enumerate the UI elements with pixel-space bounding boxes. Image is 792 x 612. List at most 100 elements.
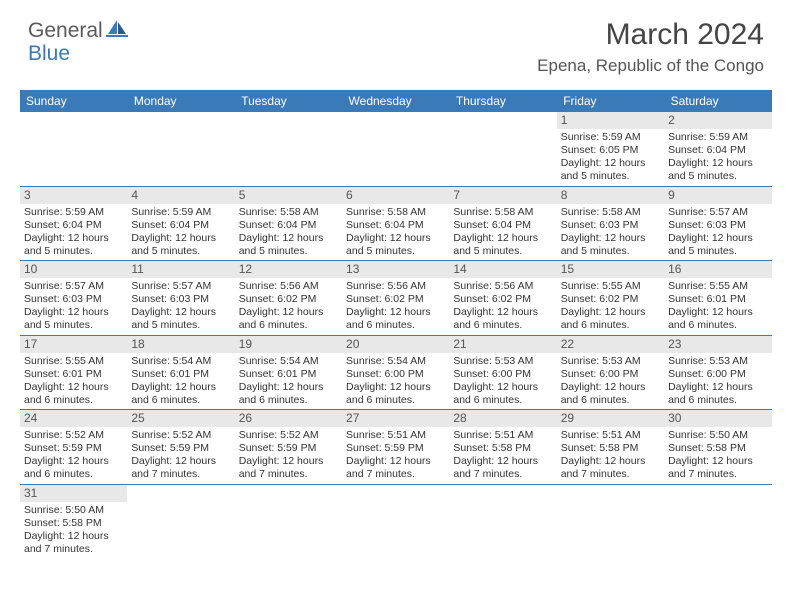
day-details: Sunrise: 5:57 AMSunset: 6:03 PMDaylight:…: [664, 206, 771, 261]
sunset-text: Sunset: 5:59 PM: [131, 442, 230, 455]
daylight-text: Daylight: 12 hours and 6 minutes.: [24, 381, 123, 407]
sunset-text: Sunset: 6:01 PM: [131, 368, 230, 381]
calendar-day-cell: 9 Sunrise: 5:57 AMSunset: 6:03 PMDaylight…: [664, 186, 771, 261]
calendar-day-cell: 5Sunrise: 5:58 AMSunset: 6:04 PMDaylight…: [235, 186, 342, 261]
daylight-text: Daylight: 12 hours and 6 minutes.: [24, 455, 123, 481]
weekday-header: Wednesday: [342, 90, 449, 112]
sunset-text: Sunset: 6:04 PM: [668, 144, 767, 157]
sunset-text: Sunset: 6:04 PM: [239, 219, 338, 232]
sunrise-text: Sunrise: 5:56 AM: [346, 280, 445, 293]
daylight-text: Daylight: 12 hours and 5 minutes.: [131, 232, 230, 258]
day-number: 30: [664, 410, 771, 427]
calendar-day-cell: 10Sunrise: 5:57 AMSunset: 6:03 PMDayligh…: [20, 261, 127, 336]
day-details: Sunrise: 5:58 AMSunset: 6:04 PMDaylight:…: [235, 206, 342, 261]
calendar-day-cell: [664, 484, 771, 558]
calendar-day-cell: 26Sunrise: 5:52 AMSunset: 5:59 PMDayligh…: [235, 410, 342, 485]
day-number: 20: [342, 336, 449, 353]
calendar-day-cell: [235, 484, 342, 558]
calendar-week-row: 24Sunrise: 5:52 AMSunset: 5:59 PMDayligh…: [20, 410, 772, 485]
day-details: Sunrise: 5:54 AMSunset: 6:01 PMDaylight:…: [235, 355, 342, 410]
daylight-text: Daylight: 12 hours and 5 minutes.: [131, 306, 230, 332]
calendar-day-cell: 2Sunrise: 5:59 AMSunset: 6:04 PMDaylight…: [664, 112, 771, 186]
daylight-text: Daylight: 12 hours and 5 minutes.: [453, 232, 552, 258]
sunset-text: Sunset: 6:00 PM: [561, 368, 660, 381]
calendar-day-cell: [342, 112, 449, 186]
sunrise-text: Sunrise: 5:59 AM: [561, 131, 660, 144]
sunset-text: Sunset: 6:05 PM: [561, 144, 660, 157]
day-number: 22: [557, 336, 664, 353]
day-number: 17: [20, 336, 127, 353]
day-number: 16: [664, 261, 771, 278]
calendar-day-cell: 30Sunrise: 5:50 AMSunset: 5:58 PMDayligh…: [664, 410, 771, 485]
day-details: Sunrise: 5:58 AMSunset: 6:03 PMDaylight:…: [557, 206, 664, 261]
day-number: 15: [557, 261, 664, 278]
sunset-text: Sunset: 6:02 PM: [453, 293, 552, 306]
calendar-day-cell: [449, 484, 556, 558]
daylight-text: Daylight: 12 hours and 6 minutes.: [239, 381, 338, 407]
sunset-text: Sunset: 5:58 PM: [453, 442, 552, 455]
calendar-week-row: 10Sunrise: 5:57 AMSunset: 6:03 PMDayligh…: [20, 261, 772, 336]
day-details: Sunrise: 5:51 AMSunset: 5:58 PMDaylight:…: [449, 429, 556, 484]
day-number: 27: [342, 410, 449, 427]
calendar-day-cell: 11Sunrise: 5:57 AMSunset: 6:03 PMDayligh…: [127, 261, 234, 336]
sunset-text: Sunset: 6:01 PM: [24, 368, 123, 381]
day-number: 4: [127, 187, 234, 204]
daylight-text: Daylight: 12 hours and 7 minutes.: [668, 455, 767, 481]
day-number: 12: [235, 261, 342, 278]
sunrise-text: Sunrise: 5:51 AM: [346, 429, 445, 442]
calendar-week-row: 17Sunrise: 5:55 AMSunset: 6:01 PMDayligh…: [20, 335, 772, 410]
daylight-text: Daylight: 12 hours and 7 minutes.: [131, 455, 230, 481]
sunset-text: Sunset: 6:03 PM: [561, 219, 660, 232]
daylight-text: Daylight: 12 hours and 6 minutes.: [453, 306, 552, 332]
day-details: Sunrise: 5:53 AMSunset: 6:00 PMDaylight:…: [449, 355, 556, 410]
day-details: Sunrise: 5:58 AMSunset: 6:04 PMDaylight:…: [449, 206, 556, 261]
weekday-header: Friday: [557, 90, 664, 112]
calendar-day-cell: 31 Sunrise: 5:50 AMSunset: 5:58 PMDayligh…: [20, 484, 127, 558]
sunrise-text: Sunrise: 5:53 AM: [453, 355, 552, 368]
calendar-day-cell: 19Sunrise: 5:54 AMSunset: 6:01 PMDayligh…: [235, 335, 342, 410]
day-number: 31: [20, 485, 127, 502]
sunrise-text: Sunrise: 5:54 AM: [346, 355, 445, 368]
sunrise-text: Sunrise: 5:54 AM: [131, 355, 230, 368]
sunset-text: Sunset: 6:01 PM: [239, 368, 338, 381]
sunrise-text: Sunrise: 5:58 AM: [346, 206, 445, 219]
sunset-text: Sunset: 6:01 PM: [668, 293, 767, 306]
sunrise-text: Sunrise: 5:51 AM: [561, 429, 660, 442]
daylight-text: Daylight: 12 hours and 7 minutes.: [24, 530, 123, 556]
daylight-text: Daylight: 12 hours and 6 minutes.: [561, 381, 660, 407]
calendar-day-cell: 29Sunrise: 5:51 AMSunset: 5:58 PMDayligh…: [557, 410, 664, 485]
brand-logo: General: [28, 18, 128, 43]
brand-sail-icon: [106, 18, 128, 43]
calendar-day-cell: [449, 112, 556, 186]
day-details: Sunrise: 5:54 AMSunset: 6:01 PMDaylight:…: [127, 355, 234, 410]
calendar-day-cell: 21Sunrise: 5:53 AMSunset: 6:00 PMDayligh…: [449, 335, 556, 410]
calendar-day-cell: [127, 484, 234, 558]
weekday-header: Sunday: [20, 90, 127, 112]
calendar-day-cell: [235, 112, 342, 186]
calendar-day-cell: 16Sunrise: 5:55 AMSunset: 6:01 PMDayligh…: [664, 261, 771, 336]
day-details: Sunrise: 5:59 AMSunset: 6:04 PMDaylight:…: [127, 206, 234, 261]
title-block: March 2024 Epena, Republic of the Congo: [537, 18, 764, 76]
calendar-day-cell: 14Sunrise: 5:56 AMSunset: 6:02 PMDayligh…: [449, 261, 556, 336]
sunrise-text: Sunrise: 5:58 AM: [453, 206, 552, 219]
day-number: 14: [449, 261, 556, 278]
calendar-day-cell: 22Sunrise: 5:53 AMSunset: 6:00 PMDayligh…: [557, 335, 664, 410]
daylight-text: Daylight: 12 hours and 7 minutes.: [453, 455, 552, 481]
calendar-day-cell: 27Sunrise: 5:51 AMSunset: 5:59 PMDayligh…: [342, 410, 449, 485]
sunset-text: Sunset: 6:02 PM: [346, 293, 445, 306]
sunrise-text: Sunrise: 5:54 AM: [239, 355, 338, 368]
sunrise-text: Sunrise: 5:56 AM: [239, 280, 338, 293]
day-number: 6: [342, 187, 449, 204]
sunset-text: Sunset: 5:58 PM: [668, 442, 767, 455]
sunrise-text: Sunrise: 5:50 AM: [24, 504, 123, 517]
daylight-text: Daylight: 12 hours and 5 minutes.: [668, 232, 767, 258]
brand-text-blue: Blue: [28, 42, 70, 65]
sunrise-text: Sunrise: 5:55 AM: [24, 355, 123, 368]
sunrise-text: Sunrise: 5:51 AM: [453, 429, 552, 442]
sunset-text: Sunset: 5:58 PM: [24, 517, 123, 530]
day-details: Sunrise: 5:50 AMSunset: 5:58 PMDaylight:…: [20, 504, 127, 559]
calendar-day-cell: 12Sunrise: 5:56 AMSunset: 6:02 PMDayligh…: [235, 261, 342, 336]
day-number: 9: [664, 187, 771, 204]
calendar-day-cell: 1Sunrise: 5:59 AMSunset: 6:05 PMDaylight…: [557, 112, 664, 186]
day-number: 10: [20, 261, 127, 278]
